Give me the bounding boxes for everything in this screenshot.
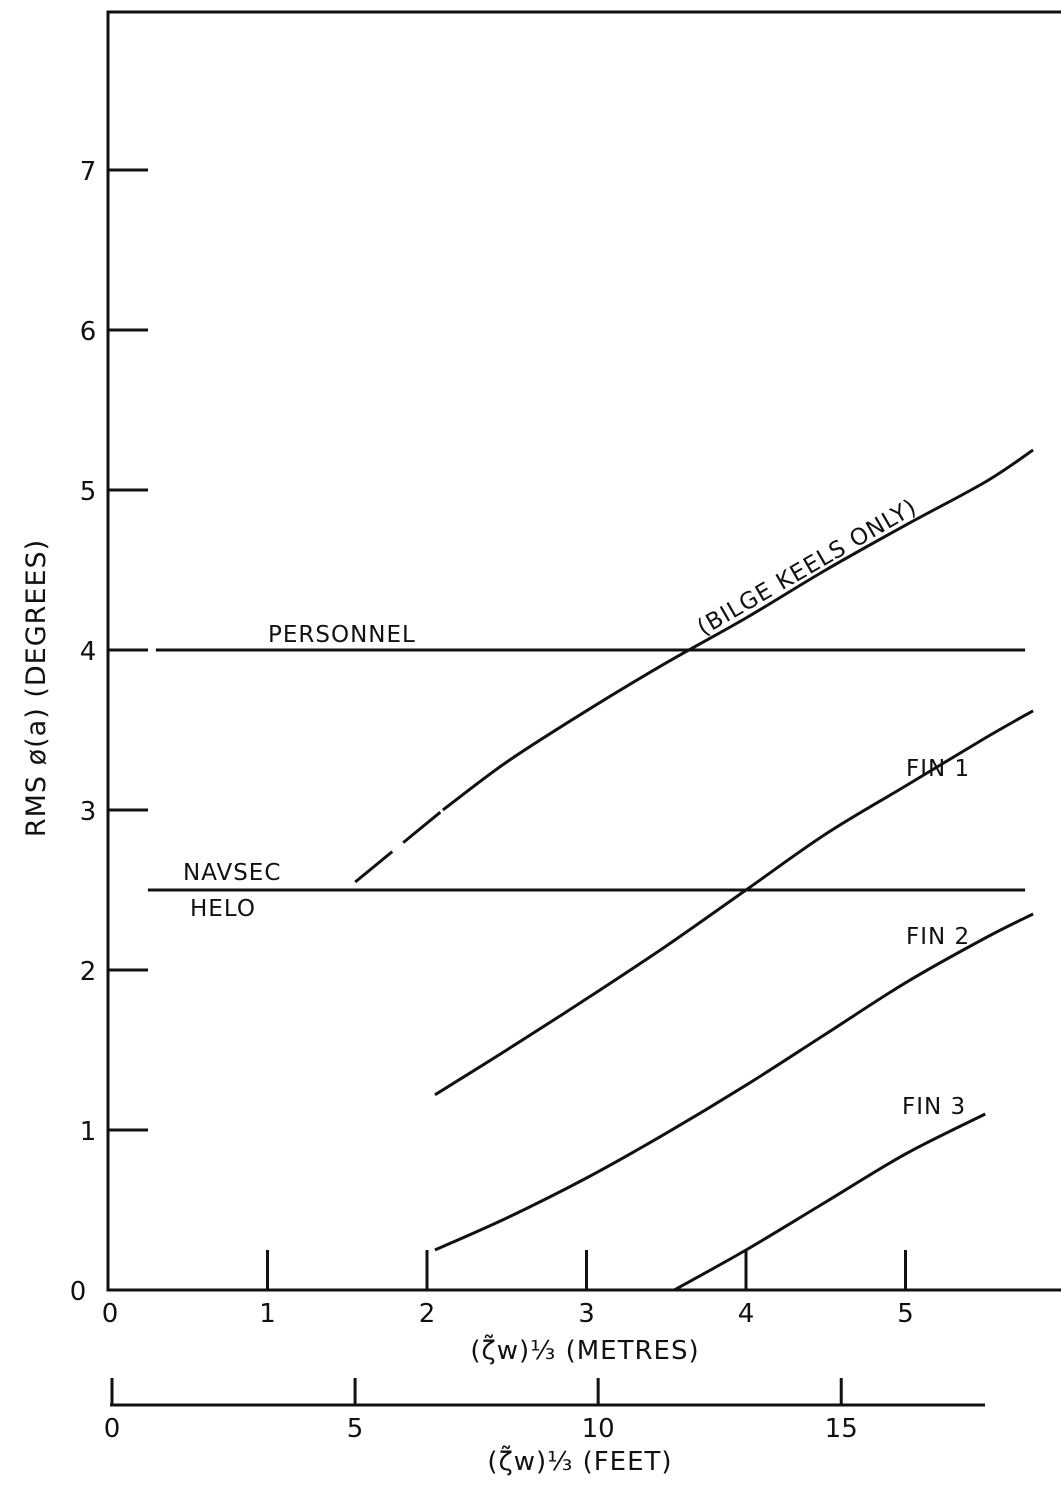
x-tick-label: 0 xyxy=(102,1299,119,1329)
feet-tick-label: 0 xyxy=(104,1414,121,1444)
x-tick-label: 1 xyxy=(259,1299,276,1329)
x-axis-label: (ζ̃w)⅓ (METRES) xyxy=(470,1333,699,1366)
x-ticks: 0 1 2 3 4 5 xyxy=(102,1250,914,1329)
y-tick-label: 4 xyxy=(80,637,97,667)
fin-1-curve xyxy=(434,709,1034,1097)
x-tick-label: 4 xyxy=(738,1299,755,1329)
bilge-keels-curve xyxy=(442,448,1034,812)
fin-3-label: FIN 3 xyxy=(902,1094,966,1120)
fin-2-curve xyxy=(434,912,1034,1252)
y-tick-label: 6 xyxy=(80,317,97,347)
y-axis-label: RMS ø(a) (DEGREES) xyxy=(21,539,52,837)
x-tick-label: 5 xyxy=(897,1299,914,1329)
y-ticks: 0 1 2 3 4 5 6 7 xyxy=(70,157,148,1307)
bilge-keels-curve-dashed xyxy=(354,808,444,884)
y-tick-label: 5 xyxy=(80,477,97,507)
fin-3-curve xyxy=(673,1112,986,1292)
feet-tick-label: 15 xyxy=(825,1414,858,1444)
y-tick-label: 1 xyxy=(80,1117,97,1147)
y-tick-label: 0 xyxy=(70,1277,87,1307)
feet-tick-label: 10 xyxy=(582,1414,615,1444)
personnel-label: PERSONNEL xyxy=(268,622,416,648)
y-tick-label: 3 xyxy=(80,797,97,827)
navsec-label: NAVSEC xyxy=(183,860,281,886)
y-tick-label: 7 xyxy=(80,157,97,187)
bilge-keels-label: (BILGE KEELS ONLY) xyxy=(693,494,922,641)
fin-1-label: FIN 1 xyxy=(906,756,970,782)
feet-tick-label: 5 xyxy=(347,1414,364,1444)
fin-2-label: FIN 2 xyxy=(906,924,970,950)
helo-label: HELO xyxy=(190,896,256,922)
feet-axis-ticks: 0 5 10 15 xyxy=(104,1378,858,1444)
x-tick-label: 3 xyxy=(578,1299,595,1329)
y-tick-label: 2 xyxy=(80,957,97,987)
x-tick-label: 2 xyxy=(419,1299,436,1329)
feet-axis-label: (ζ̃w)⅓ (FEET) xyxy=(487,1444,672,1477)
